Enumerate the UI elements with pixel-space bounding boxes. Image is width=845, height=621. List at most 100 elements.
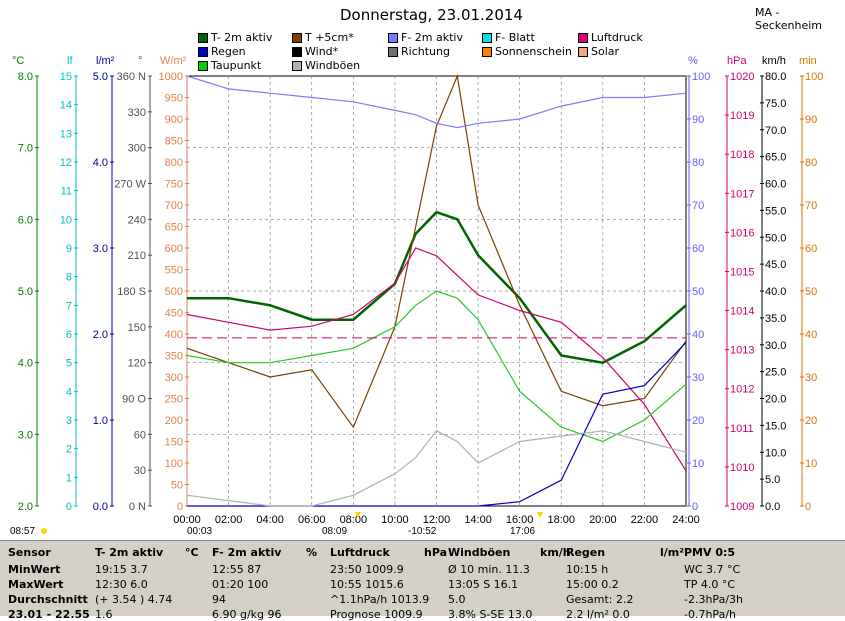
tick-label: 0.0: [765, 501, 780, 513]
legend-swatch: [388, 32, 398, 43]
tick-label: 270 W: [114, 179, 146, 191]
legend-swatch: [482, 32, 492, 43]
axis-unit: lf: [67, 55, 73, 67]
tick-label: 55.0: [765, 205, 786, 217]
tick-label: 100: [165, 458, 183, 470]
tick-label: 20: [805, 415, 817, 427]
tick-label: 13: [60, 128, 72, 140]
tick-label: 6.0: [18, 214, 33, 226]
axis-unit: °: [138, 55, 142, 67]
tick-label: 360 N: [117, 71, 146, 83]
legend-swatch: [198, 60, 208, 71]
footer-value: 10:15 h: [566, 563, 609, 576]
tick-label: 240: [128, 214, 146, 226]
tick-label: 60: [805, 243, 817, 255]
time-tick: 22:00: [631, 514, 659, 526]
tick-label: 10.0: [765, 447, 786, 459]
footer-value: 15:00 0.2: [566, 578, 619, 591]
tick-label: 0: [805, 501, 811, 513]
tick-label: 1: [66, 472, 72, 484]
series-line: [186, 247, 687, 472]
sun-marker: [355, 512, 361, 518]
series-line: [187, 210, 687, 365]
tick-label: 650: [165, 222, 183, 234]
time-tick: 14:00: [464, 514, 492, 526]
footer-value: 5.0: [448, 593, 466, 606]
tick-label: 80.0: [765, 71, 786, 83]
legend-swatch: [198, 46, 208, 57]
legend-item: T +5cm*: [292, 31, 354, 44]
footer-value: ^1.1hPa/h 1013.9: [330, 593, 430, 606]
tick-label: 4: [66, 386, 72, 398]
footer-heading: PMV 0:5: [684, 546, 736, 559]
tick-label: 4.0: [93, 157, 108, 169]
tick-label: 1018: [730, 149, 754, 161]
tick-label: 2.0: [18, 501, 33, 513]
legend-swatch: [292, 60, 302, 71]
tick-label: 50: [805, 286, 817, 298]
tick-label: 6: [66, 329, 72, 341]
tick-label: 500: [165, 286, 183, 298]
tick-label: 75.0: [765, 98, 786, 110]
tick-label: 3.0: [93, 243, 108, 255]
tick-label: 800: [165, 157, 183, 169]
legend-swatch: [292, 32, 302, 43]
tick-label: 25.0: [765, 367, 786, 379]
tick-label: 11: [61, 186, 72, 198]
tick-label: 90: [692, 114, 704, 126]
location-label: MA - Seckenheim: [755, 6, 823, 32]
footer-value: WC 3.7 °C: [684, 563, 741, 576]
footer-value: 12:55 87: [212, 563, 262, 576]
time-tick: 08:00: [340, 514, 368, 526]
series-line: [186, 75, 687, 129]
tick-label: 60.0: [765, 179, 786, 191]
time-tick: 10:00: [381, 514, 409, 526]
time-annotation: 17:06: [510, 526, 535, 537]
tick-label: 1015: [730, 266, 754, 278]
legend-label: Taupunkt: [211, 59, 262, 72]
tick-label: 65.0: [765, 152, 786, 164]
tick-label: 0 N: [129, 501, 146, 513]
tick-label: 20.0: [765, 394, 786, 406]
tick-label: 300: [128, 143, 146, 155]
tick-label: 850: [165, 136, 183, 148]
tick-label: 15.0: [765, 420, 786, 432]
axis-unit: hPa: [727, 55, 747, 67]
tick-label: 80: [805, 157, 817, 169]
tick-label: 40: [692, 329, 704, 341]
tick-label: 8.0: [18, 71, 33, 83]
tick-label: 210: [128, 250, 146, 262]
tick-label: 80: [692, 157, 704, 169]
tick-label: 2: [66, 444, 72, 456]
footer-value: 13:05 S 16.1: [448, 578, 519, 591]
legend-swatch: [198, 32, 208, 43]
time-tick: 18:00: [547, 514, 575, 526]
axis-unit: min: [799, 55, 817, 67]
tick-label: 250: [165, 394, 183, 406]
tick-label: 100: [805, 71, 823, 83]
tick-label: 10: [60, 214, 72, 226]
time-tick: 02:00: [215, 514, 243, 526]
tick-label: 100: [692, 71, 710, 83]
tick-label: 60: [692, 243, 704, 255]
footer-heading: Windböen: [448, 546, 511, 559]
legend-swatch: [388, 46, 398, 57]
tick-label: 1011: [730, 423, 754, 435]
tick-label: 300: [165, 372, 183, 384]
time-tick: 12:00: [423, 514, 451, 526]
tick-label: 1009: [730, 501, 754, 513]
footer-value: 01:20 100: [212, 578, 269, 591]
tick-label: 50: [171, 480, 183, 492]
tick-label: 12: [60, 157, 72, 169]
legend-item: F- 2m aktiv: [388, 31, 463, 44]
tick-label: 8: [66, 272, 72, 284]
tick-label: 90: [805, 114, 817, 126]
legend-label: Solar: [591, 45, 620, 58]
tick-label: 5: [66, 358, 72, 370]
tick-label: 3.0: [18, 429, 33, 441]
tick-label: 9: [66, 243, 72, 255]
tick-label: 5.0: [765, 474, 780, 486]
legend-item: Regen: [198, 45, 246, 58]
legend-item: F- Blatt: [482, 31, 535, 44]
footer-value: 12:30 6.0: [95, 578, 148, 591]
